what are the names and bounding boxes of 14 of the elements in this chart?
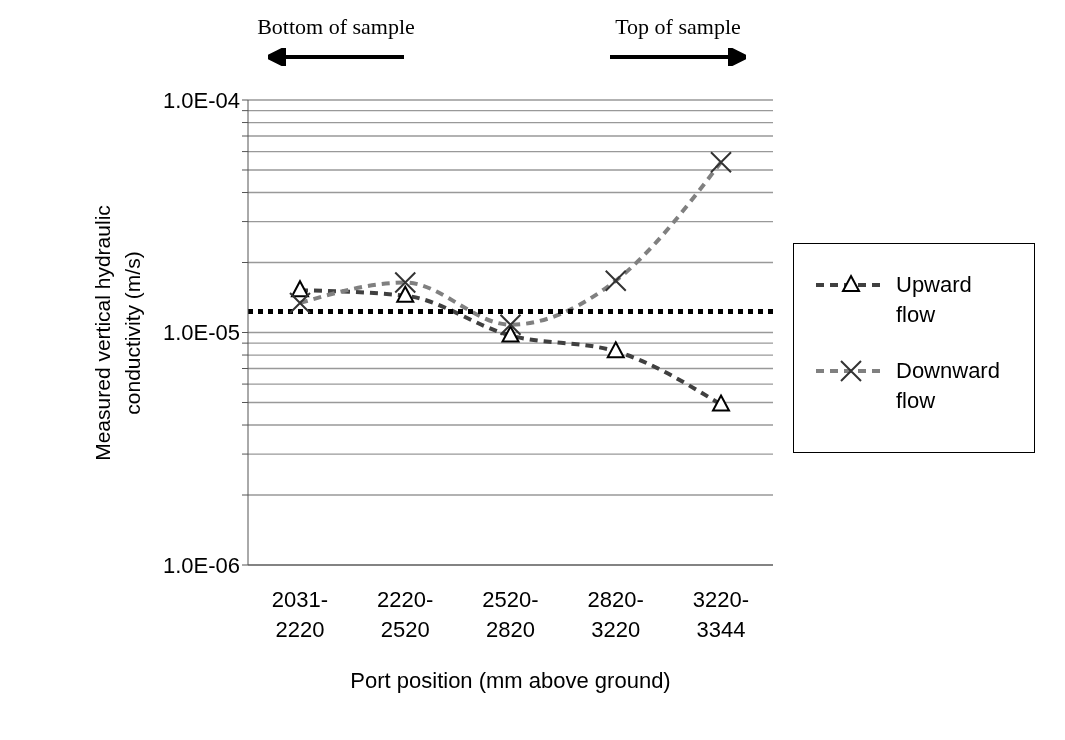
x-tick-label: 2820-3220 bbox=[587, 587, 644, 642]
y-axis-title: Measured vertical hydraulic conductivity (m/s) bbox=[90, 203, 145, 463]
x-tick-label: 2031-2220 bbox=[271, 587, 329, 642]
text: Top of sample bbox=[614, 14, 742, 40]
x-tick-label: 2520-2820 bbox=[482, 587, 539, 642]
text: Bottom of sample bbox=[256, 14, 416, 40]
y-tick-label: 1.0E-05 bbox=[162, 320, 240, 346]
x-tick-label: 2220-2520 bbox=[377, 587, 434, 642]
legend-label: Downward flow bbox=[896, 357, 1001, 415]
x-tick-label: 3220-3344 bbox=[692, 587, 750, 642]
y-tick-label: 1.0E-06 bbox=[162, 552, 240, 578]
y-tick-label: 1.0E-04 bbox=[162, 87, 240, 113]
legend-label: Upward flow bbox=[896, 271, 973, 329]
x-axis-title: Port position (mm above ground) bbox=[349, 668, 672, 694]
